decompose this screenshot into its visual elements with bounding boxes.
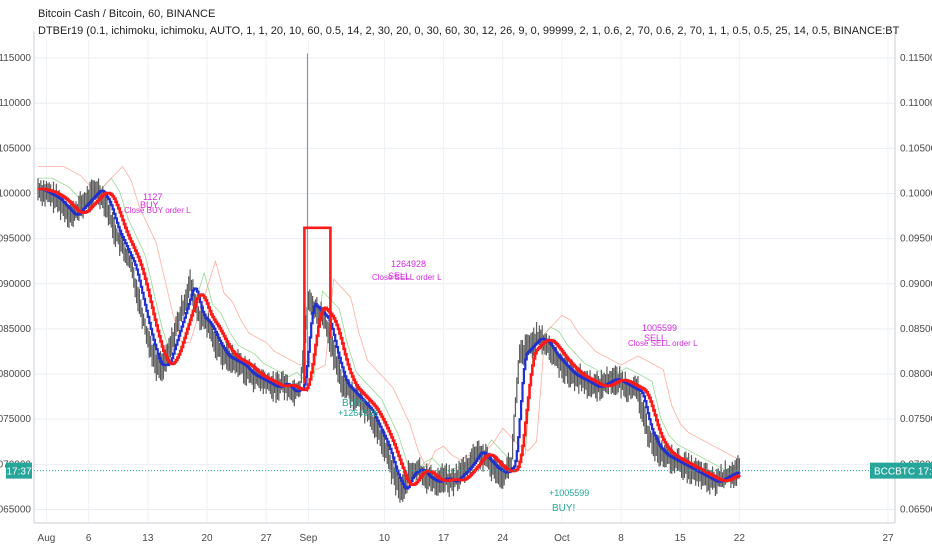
price-tags: 17:37 BCCBTC 17:37 bbox=[6, 462, 932, 479]
x-axis: Aug 6 13 20 27 Sep 10 17 24 Oct 8 15 22 27 bbox=[33, 32, 896, 544]
price-series bbox=[37, 53, 740, 503]
y-tick-label: 0.105000 bbox=[0, 143, 31, 154]
indicator-legend[interactable]: DTBEr19 (0.1, ichimoku, ichimoku, AUTO, … bbox=[38, 25, 900, 37]
cloud-span-a bbox=[38, 177, 740, 482]
y-tick-label: 0.095000 bbox=[900, 234, 932, 245]
y-tick-label: 0.115000 bbox=[900, 53, 932, 64]
right-price-tag bbox=[870, 462, 932, 479]
y-tick-label: 0.065000 bbox=[900, 504, 932, 515]
y-tick-label: 0.105000 bbox=[900, 143, 932, 154]
y-tick-label: 0.065000 bbox=[0, 504, 31, 515]
x-tick-label: 20 bbox=[201, 533, 213, 544]
slow-line-spike bbox=[303, 226, 332, 384]
y-tick-label: 0.100000 bbox=[900, 188, 932, 199]
buy-value: +1264926 bbox=[338, 408, 378, 418]
x-tick-label: 24 bbox=[497, 533, 509, 544]
x-tick-label: 6 bbox=[86, 533, 92, 544]
y-tick-label: 0.075000 bbox=[900, 414, 932, 425]
x-tick-label: 27 bbox=[882, 533, 894, 544]
y-tick-label: 0.095000 bbox=[0, 234, 31, 245]
y-tick-label: 0.110000 bbox=[900, 98, 932, 109]
y-tick-label: 0.115000 bbox=[0, 53, 31, 64]
trade-value: 1127 bbox=[143, 192, 162, 202]
chart-title: Bitcoin Cash / Bitcoin, 60, BINANCE bbox=[38, 8, 216, 20]
y-tick-label: 0.085000 bbox=[900, 324, 932, 335]
buy-label: BUY! bbox=[552, 503, 575, 514]
buy-label: BUY! bbox=[342, 398, 365, 409]
y-tick-label: 0.110000 bbox=[0, 98, 31, 109]
x-tick-label: Oct bbox=[554, 533, 570, 544]
y-tick-label: 0.075000 bbox=[0, 414, 31, 425]
sell-value: 1264928 bbox=[391, 259, 426, 269]
slow-line bbox=[38, 187, 741, 487]
x-tick-label: 27 bbox=[261, 533, 273, 544]
left-time-label: 17:37 bbox=[6, 467, 31, 478]
y-tick-label: 0.100000 bbox=[0, 188, 31, 199]
sell-note: Close SELL order L bbox=[372, 273, 442, 282]
x-tick-label: 13 bbox=[142, 533, 154, 544]
trade-annotations: BUY!+1264926BUY!+10055991264928SELLClose… bbox=[124, 192, 698, 514]
y-tick-label: 0.090000 bbox=[0, 279, 31, 290]
slow-line-path bbox=[38, 187, 741, 487]
x-tick-label: Sep bbox=[300, 533, 318, 544]
x-tick-label: 8 bbox=[618, 533, 624, 544]
right-symbol-label: BCCBTC 17:37 bbox=[874, 467, 932, 478]
y-tick-label: 0.080000 bbox=[900, 369, 932, 380]
y-tick-label: 0.080000 bbox=[0, 369, 31, 380]
x-tick-label: 15 bbox=[675, 533, 687, 544]
x-tick-label: 17 bbox=[438, 533, 450, 544]
trade-note: Close BUY order L bbox=[124, 206, 191, 215]
cloud-span-b bbox=[38, 165, 740, 470]
ichimoku-cloud bbox=[38, 165, 740, 482]
trade-label: BUY bbox=[140, 200, 159, 210]
x-tick-label: Aug bbox=[38, 533, 56, 544]
x-tick-label: 10 bbox=[379, 533, 391, 544]
y-tick-label: 0.085000 bbox=[0, 324, 31, 335]
sell-note: Close SELL order L bbox=[628, 339, 698, 348]
y-tick-label: 0.090000 bbox=[900, 279, 932, 290]
buy-value: +1005599 bbox=[549, 488, 589, 498]
sell-label: SELL bbox=[388, 271, 410, 281]
sell-label: SELL bbox=[644, 333, 666, 343]
left-time-tag bbox=[6, 462, 32, 479]
x-tick-label: 22 bbox=[734, 533, 746, 544]
sell-value: 1005599 bbox=[642, 323, 677, 333]
